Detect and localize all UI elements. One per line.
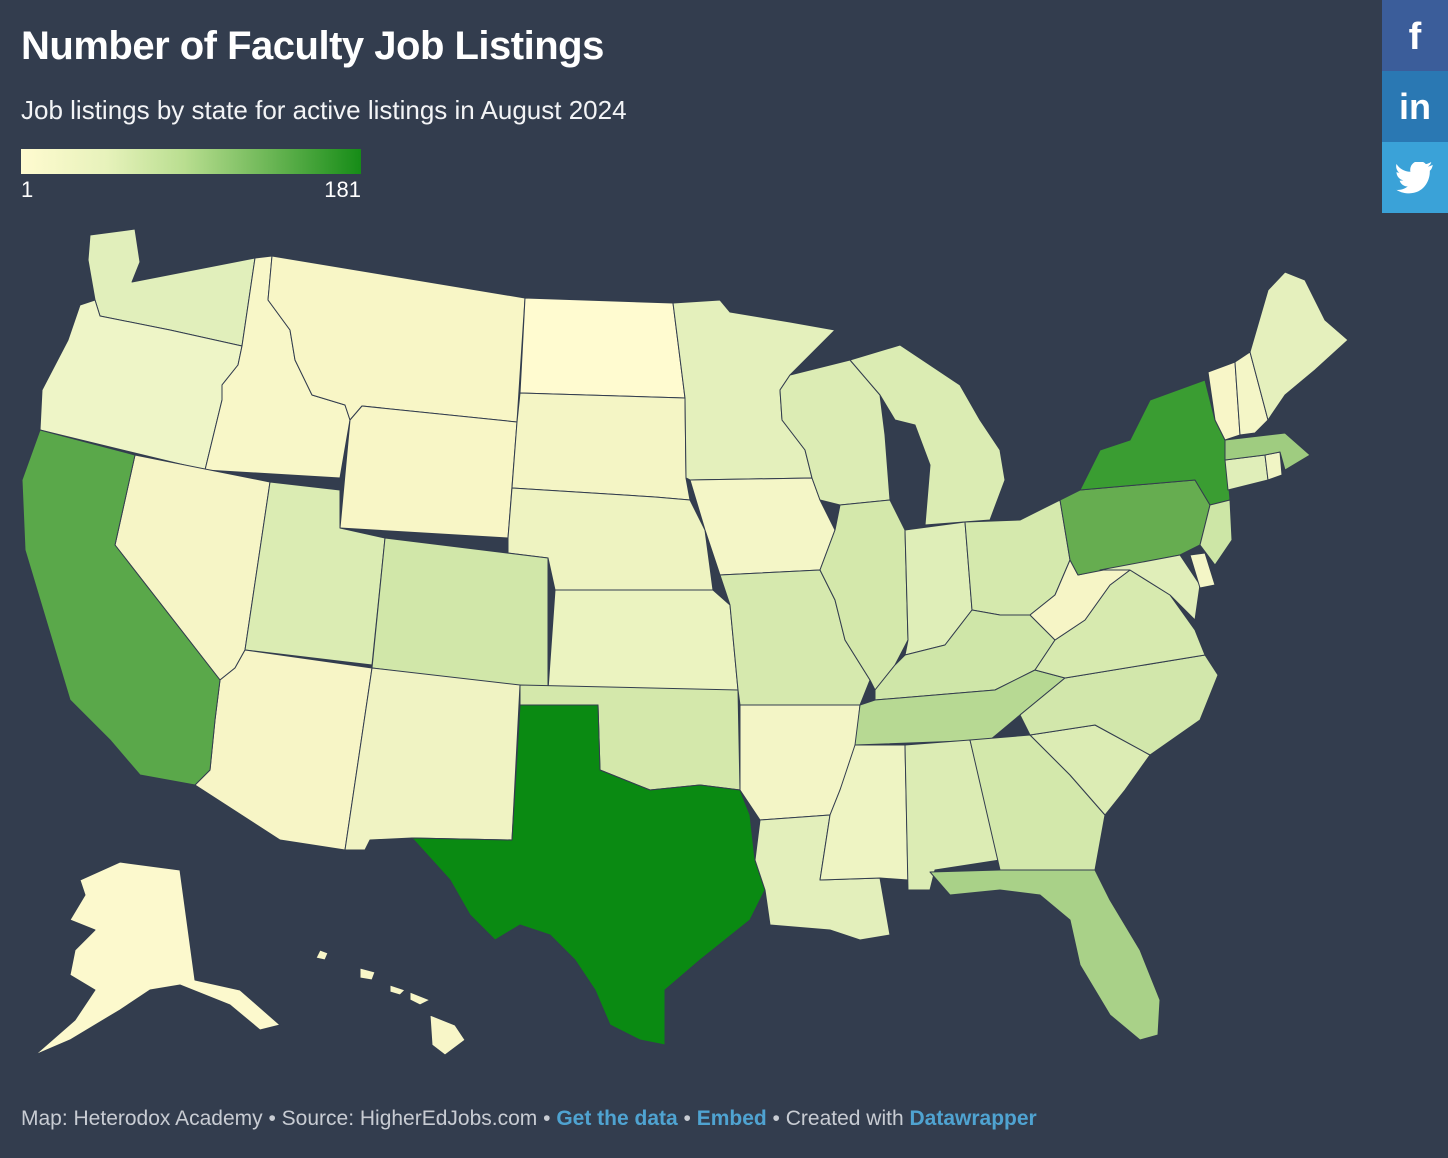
state-NM[interactable] bbox=[344, 667, 521, 851]
state-FL[interactable] bbox=[929, 869, 1161, 1041]
state-AK[interactable] bbox=[34, 861, 281, 1056]
state-CO[interactable] bbox=[371, 537, 549, 691]
state-AZ[interactable] bbox=[194, 649, 373, 851]
source-credit: Source: HigherEdJobs.com bbox=[281, 1107, 538, 1130]
facebook-icon: f bbox=[1409, 16, 1422, 56]
map-subtitle: Job listings by state for active listing… bbox=[21, 95, 627, 125]
get-data-link[interactable]: Get the data bbox=[556, 1107, 678, 1130]
state-SD[interactable] bbox=[511, 392, 691, 501]
state-DE[interactable] bbox=[1189, 552, 1216, 589]
state-WY[interactable] bbox=[339, 405, 518, 539]
created-with-text: Created with bbox=[785, 1107, 904, 1130]
footer-credits: Map: Heterodox Academy • Source: HigherE… bbox=[21, 1107, 1037, 1131]
state-TX[interactable] bbox=[411, 704, 766, 1046]
color-legend: 1 181 bbox=[21, 149, 361, 204]
state-VT[interactable] bbox=[1207, 361, 1241, 441]
state-NH[interactable] bbox=[1234, 351, 1269, 436]
linkedin-icon: in bbox=[1399, 87, 1431, 127]
state-RI[interactable] bbox=[1264, 451, 1283, 481]
separator: • bbox=[537, 1107, 557, 1130]
us-choropleth-map bbox=[21, 228, 1349, 1056]
map-credit: Map: Heterodox Academy bbox=[21, 1107, 263, 1130]
legend-gradient-bar bbox=[21, 149, 361, 174]
share-bar: f in bbox=[1382, 0, 1448, 213]
legend-max-label: 181 bbox=[324, 177, 361, 202]
separator: • bbox=[766, 1107, 786, 1130]
state-MD[interactable] bbox=[1099, 554, 1201, 621]
state-HI[interactable] bbox=[315, 949, 466, 1056]
svg-text:in: in bbox=[1399, 87, 1431, 127]
state-CA[interactable] bbox=[21, 429, 221, 786]
state-MA[interactable] bbox=[1224, 432, 1311, 471]
state-MI[interactable] bbox=[849, 344, 1006, 526]
map-title: Number of Faculty Job Listings bbox=[21, 24, 604, 68]
state-IA[interactable] bbox=[689, 477, 836, 576]
state-NJ[interactable] bbox=[1199, 499, 1233, 566]
state-ND[interactable] bbox=[519, 297, 686, 399]
state-ME[interactable] bbox=[1249, 271, 1349, 421]
state-CT[interactable] bbox=[1224, 454, 1269, 491]
state-IL[interactable] bbox=[819, 499, 909, 691]
state-PA[interactable] bbox=[1059, 479, 1211, 576]
facebook-share-button[interactable]: f bbox=[1382, 0, 1448, 71]
separator: • bbox=[262, 1107, 282, 1130]
state-KS[interactable] bbox=[547, 589, 739, 691]
datawrapper-link[interactable]: Datawrapper bbox=[909, 1107, 1037, 1130]
separator: • bbox=[677, 1107, 697, 1130]
embed-link[interactable]: Embed bbox=[696, 1107, 767, 1130]
twitter-icon bbox=[1396, 161, 1433, 193]
svg-text:f: f bbox=[1409, 16, 1422, 56]
state-NC[interactable] bbox=[1019, 654, 1219, 756]
linkedin-share-button[interactable]: in bbox=[1382, 71, 1448, 142]
twitter-share-button[interactable] bbox=[1382, 142, 1448, 213]
legend-min-label: 1 bbox=[21, 177, 34, 202]
state-MT[interactable] bbox=[267, 255, 526, 423]
